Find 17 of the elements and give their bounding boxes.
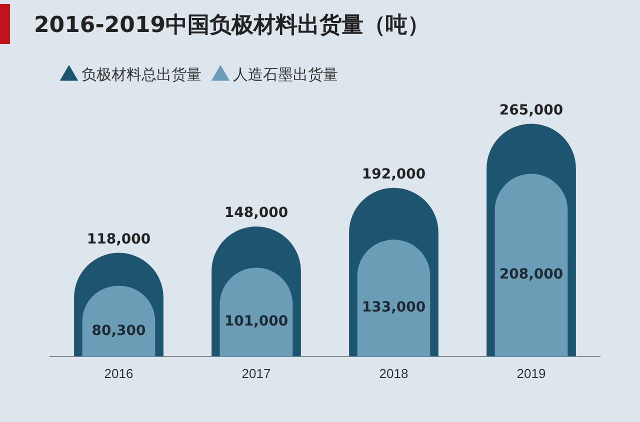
bar <box>357 240 430 356</box>
data-label: 118,000 <box>86 231 151 248</box>
bar <box>494 174 568 356</box>
x-tick-label: 2017 <box>242 366 271 381</box>
chart-title: 2016-2019中国负极材料出货量（吨） <box>34 12 430 40</box>
data-label: 80,300 <box>92 322 146 339</box>
x-tick-label: 2018 <box>379 366 408 381</box>
data-label: 208,000 <box>499 266 564 283</box>
data-label: 265,000 <box>499 102 564 118</box>
data-label: 101,000 <box>224 314 288 330</box>
data-label: 133,000 <box>362 300 426 316</box>
data-label: 192,000 <box>362 166 426 182</box>
x-tick-label: 2019 <box>516 366 546 381</box>
legend-label: 负极材料总出货量 <box>82 66 202 84</box>
data-label: 148,000 <box>224 205 288 222</box>
legend-label: 人造石墨出货量 <box>233 66 338 84</box>
x-tick-label: 2016 <box>104 366 134 381</box>
